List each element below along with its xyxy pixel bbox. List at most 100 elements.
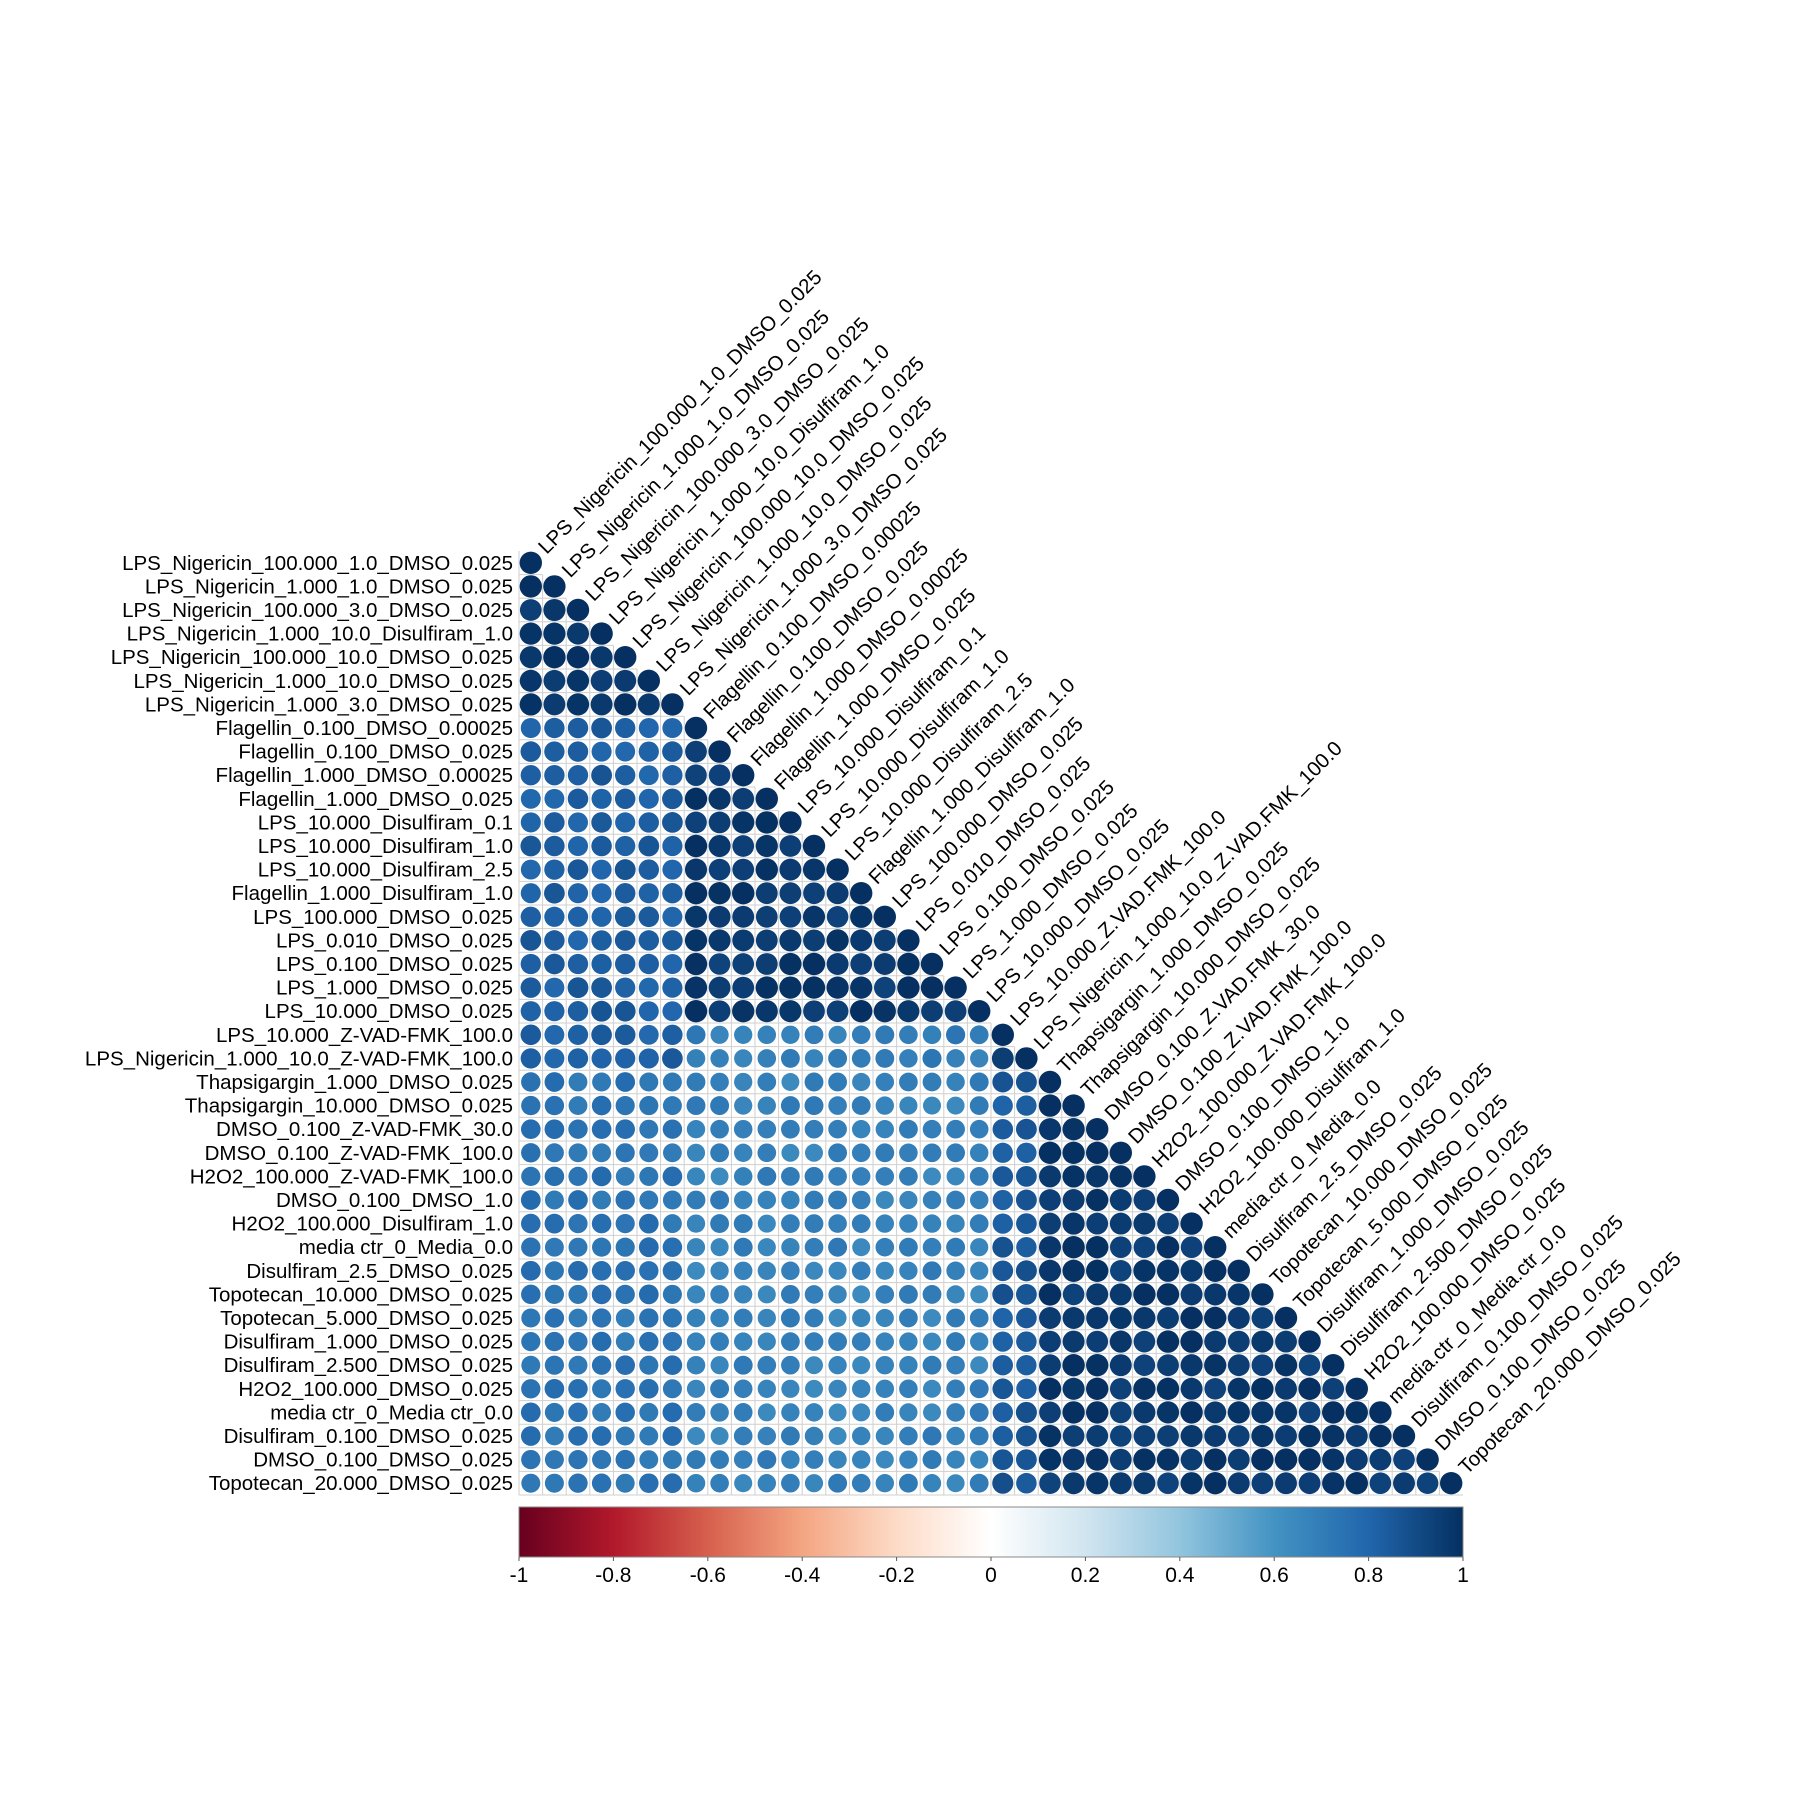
correlation-circle xyxy=(1086,1259,1109,1282)
correlation-circle xyxy=(639,1072,659,1092)
row-label: H2O2_100.000_Disulfiram_1.0 xyxy=(232,1213,513,1236)
correlation-circle xyxy=(519,599,542,621)
correlation-circle xyxy=(852,1379,871,1398)
correlation-circle xyxy=(757,1261,776,1280)
correlation-circle xyxy=(779,1000,802,1023)
correlation-circle xyxy=(568,1119,588,1139)
correlation-circle xyxy=(1369,1448,1392,1471)
correlation-circle xyxy=(638,812,659,833)
correlation-circle xyxy=(638,953,659,975)
correlation-circle xyxy=(828,1072,848,1092)
correlation-circle xyxy=(1180,1424,1203,1448)
row-label: LPS_10.000_Disulfiram_1.0 xyxy=(258,835,513,858)
correlation-circle xyxy=(852,1072,871,1092)
correlation-circle xyxy=(662,1237,683,1257)
correlation-circle xyxy=(614,1024,636,1046)
correlation-circle xyxy=(638,1213,659,1234)
row-label: Flagellin_0.100_DMSO_0.00025 xyxy=(216,717,513,740)
correlation-circles xyxy=(519,551,1463,1495)
correlation-circle xyxy=(757,1308,776,1328)
correlation-circle xyxy=(615,1426,635,1446)
correlation-circle xyxy=(1275,1377,1297,1400)
correlation-circle xyxy=(946,1237,966,1257)
correlation-circle xyxy=(1204,1472,1227,1495)
correlation-circle xyxy=(520,1402,541,1423)
correlation-circle xyxy=(757,1143,777,1163)
correlation-circle xyxy=(592,1190,612,1210)
correlation-circle xyxy=(1016,1166,1037,1187)
correlation-circle xyxy=(733,1379,753,1399)
correlation-circle xyxy=(639,1402,659,1422)
correlation-circle xyxy=(591,741,612,762)
correlation-circle xyxy=(922,1048,942,1068)
correlation-circle xyxy=(1393,1448,1415,1471)
correlation-circle xyxy=(1393,1472,1415,1495)
correlation-circle xyxy=(615,717,636,739)
row-label: media ctr_0_Media_0.0 xyxy=(299,1236,513,1259)
correlation-circle xyxy=(828,1309,847,1327)
correlation-circle xyxy=(684,787,708,810)
correlation-circle xyxy=(708,905,731,928)
correlation-circle xyxy=(686,1308,706,1328)
correlation-circle xyxy=(946,1143,965,1163)
correlation-circle xyxy=(684,905,708,928)
correlation-circle xyxy=(614,788,636,810)
correlation-circle xyxy=(828,1214,847,1233)
correlation-circle xyxy=(1062,1165,1085,1188)
correlation-circle xyxy=(544,1378,565,1399)
correlation-circle xyxy=(544,1166,565,1187)
correlation-circle xyxy=(1180,1330,1203,1353)
correlation-circle xyxy=(946,1285,965,1304)
correlation-circle xyxy=(1227,1472,1250,1495)
correlation-circle xyxy=(1086,1118,1109,1141)
correlation-circle xyxy=(566,646,590,669)
correlation-circle xyxy=(686,1450,706,1470)
correlation-circle xyxy=(662,765,683,786)
correlation-circle xyxy=(898,1284,918,1304)
correlation-circle xyxy=(733,1261,753,1281)
correlation-circle xyxy=(1322,1424,1345,1448)
correlation-circle xyxy=(686,1355,706,1375)
correlation-circle xyxy=(637,693,660,716)
correlation-circle xyxy=(638,1001,659,1022)
correlation-circle xyxy=(757,1474,776,1493)
correlation-circle xyxy=(661,693,684,716)
correlation-circle xyxy=(638,977,659,998)
correlation-circle xyxy=(1156,1259,1180,1282)
correlation-circle xyxy=(734,1332,753,1351)
correlation-circle xyxy=(899,1143,918,1163)
correlation-circle xyxy=(899,1025,918,1045)
correlation-circle xyxy=(757,1190,777,1210)
correlation-circle xyxy=(781,1261,800,1281)
correlation-circle xyxy=(803,882,825,905)
correlation-circle xyxy=(992,1189,1013,1211)
correlation-circle xyxy=(802,976,826,999)
correlation-circle xyxy=(614,646,637,669)
correlation-circle xyxy=(1062,1401,1085,1424)
correlation-circle xyxy=(734,1072,753,1092)
correlation-circle xyxy=(733,1403,753,1422)
correlation-circle xyxy=(802,952,826,976)
correlation-circle xyxy=(757,1379,776,1398)
correlation-circle xyxy=(615,1167,635,1186)
correlation-circle xyxy=(875,1426,894,1446)
correlation-circle xyxy=(852,1450,871,1469)
correlation-circle xyxy=(1440,1472,1463,1495)
correlation-circle xyxy=(1062,1354,1085,1377)
correlation-circle xyxy=(946,1426,965,1446)
correlation-circle xyxy=(568,1190,588,1210)
correlation-circle xyxy=(708,1000,731,1023)
correlation-circle xyxy=(615,1473,635,1493)
correlation-circle xyxy=(520,859,541,880)
correlation-circle xyxy=(615,1096,635,1116)
correlation-circle xyxy=(590,669,613,692)
correlation-circle xyxy=(779,952,802,976)
row-label: Disulfiram_2.500_DMSO_0.025 xyxy=(224,1354,513,1377)
correlation-circle xyxy=(710,1143,730,1163)
correlation-circle xyxy=(614,693,637,716)
correlation-circle xyxy=(1086,1401,1109,1424)
correlation-circle xyxy=(1015,1425,1037,1447)
correlation-circle xyxy=(1016,1378,1037,1399)
correlation-circle xyxy=(662,788,683,810)
colorbar-tick-label: -0.4 xyxy=(784,1564,821,1587)
